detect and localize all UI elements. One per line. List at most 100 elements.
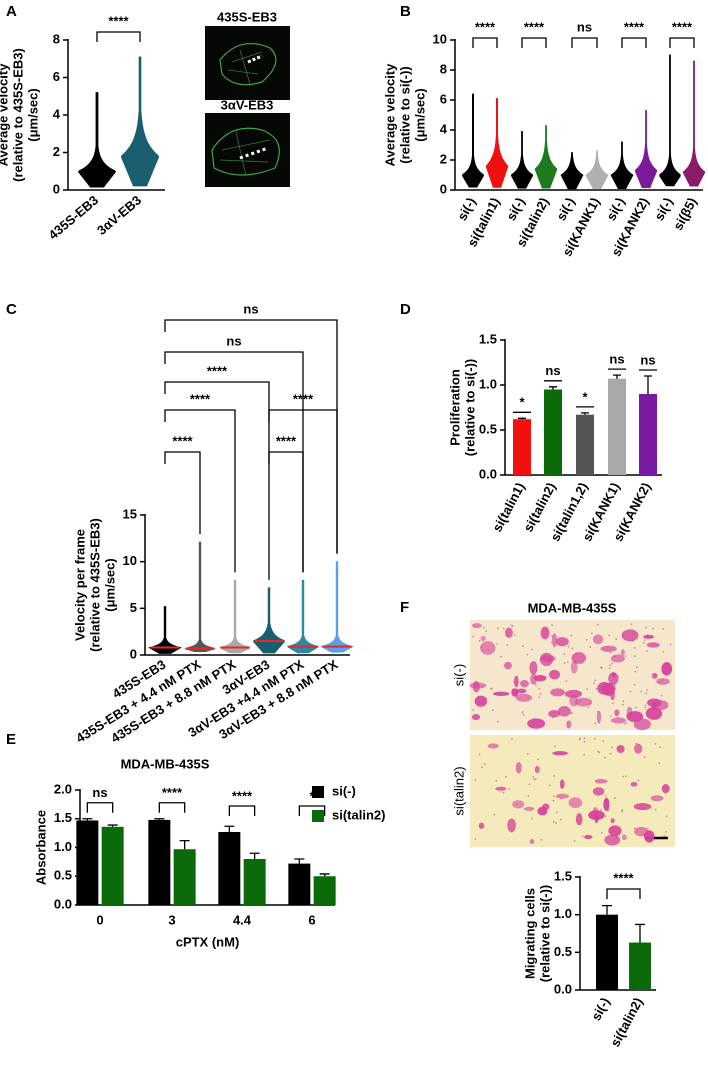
error-bar [635,923,645,943]
pore-dot [508,788,511,790]
pore-dot [655,674,657,676]
pore-dot [495,779,498,782]
significance-label: ns [92,785,107,800]
x-tick-label: si(-) [588,995,612,1023]
x-tick-label: si(-) [503,195,527,223]
error-bar [154,818,165,820]
significance-label: **** [190,391,211,406]
error-bar [580,412,590,415]
cell-blob [512,800,525,809]
y-axis-label: (relative to si(-)) [397,66,412,164]
pore-dot [534,778,537,781]
cell-blob [620,649,625,656]
pore-dot [487,649,490,652]
x-axis-label: cPTX (nM) [176,934,240,949]
panel-letter: A [6,3,17,20]
pore-dot [565,706,568,708]
pore-dot [622,775,624,778]
bar [608,378,626,475]
pore-dot [531,817,533,820]
significance-label: **** [524,19,545,34]
cell-blob [548,709,561,718]
significance-bracket [669,37,695,48]
x-tick-label: si(-) [553,195,577,223]
pore-dot [621,635,624,638]
pore-dot [622,703,624,706]
cell-blob [478,822,485,829]
significance-bracket [571,37,598,48]
cell-blob [661,784,670,794]
pore-dot [506,644,509,646]
pore-dot [630,708,633,711]
significance-label: ns [640,352,655,367]
pore-dot [549,658,552,661]
cell-blob [644,830,655,843]
cell-blob [650,795,664,802]
pore-dot [548,784,551,787]
x-tick-label: 3 [168,912,175,927]
bar [513,419,531,475]
y-tick-label: 6 [440,91,447,106]
violin [560,152,584,190]
violin [287,579,319,654]
pore-dot [646,689,648,691]
cell-blob [539,652,554,667]
cell-blob [564,689,583,698]
pore-dot [500,655,503,658]
significance-label: * [309,788,315,803]
pore-dot [669,643,672,646]
pore-dot [555,822,557,824]
image-label: si(-) [451,664,466,686]
pore-dot [485,630,488,633]
significance-label: **** [232,788,253,803]
error-bar [319,873,330,877]
y-tick-label: 5 [130,600,137,615]
pore-dot [608,634,611,637]
pore-dot [629,690,632,693]
pore-dot [659,712,662,715]
pore-dot [502,627,505,630]
cell-blob [634,743,643,754]
cell-blob [503,661,512,670]
cell-blob [495,786,507,791]
pore-dot [635,666,638,669]
pore-dot [611,698,614,701]
cell-blob [487,743,499,749]
cell-blob [646,642,660,648]
x-tick-label: 0 [96,912,103,927]
pore-dot [502,791,505,794]
pore-dot [599,809,602,811]
y-tick-label: 1.0 [479,376,497,391]
y-axis-label: (relative to 435S-EB3) [10,48,25,182]
pore-dot [511,624,513,627]
pore-dot [571,647,574,650]
pore-dot [570,634,573,637]
pore-dot [600,666,602,669]
pore-dot [645,692,648,695]
bar [596,914,618,990]
pore-dot [624,655,627,657]
pore-dot [533,778,536,781]
cell-blob [621,834,627,841]
violin [534,125,558,189]
pore-dot [511,688,514,691]
pore-dot [513,680,516,683]
y-tick-label: 1.5 [479,331,497,346]
bar [148,819,171,905]
panel-letter: D [400,301,411,318]
error-bar [107,824,118,827]
y-tick-label: 8 [440,61,447,76]
pore-dot [567,645,570,648]
pore-dot [563,653,566,655]
significance-bracket [268,451,304,573]
pore-dot [483,762,486,765]
cell-blob [555,637,569,647]
significance-bracket [158,802,186,813]
cell-blob [621,629,639,642]
cell-blob [594,778,608,784]
pore-dot [551,635,554,637]
cell-blob [616,744,625,753]
y-axis-label: Migrating cells [522,888,537,979]
pore-dot [552,669,555,672]
pore-dot [513,634,516,637]
